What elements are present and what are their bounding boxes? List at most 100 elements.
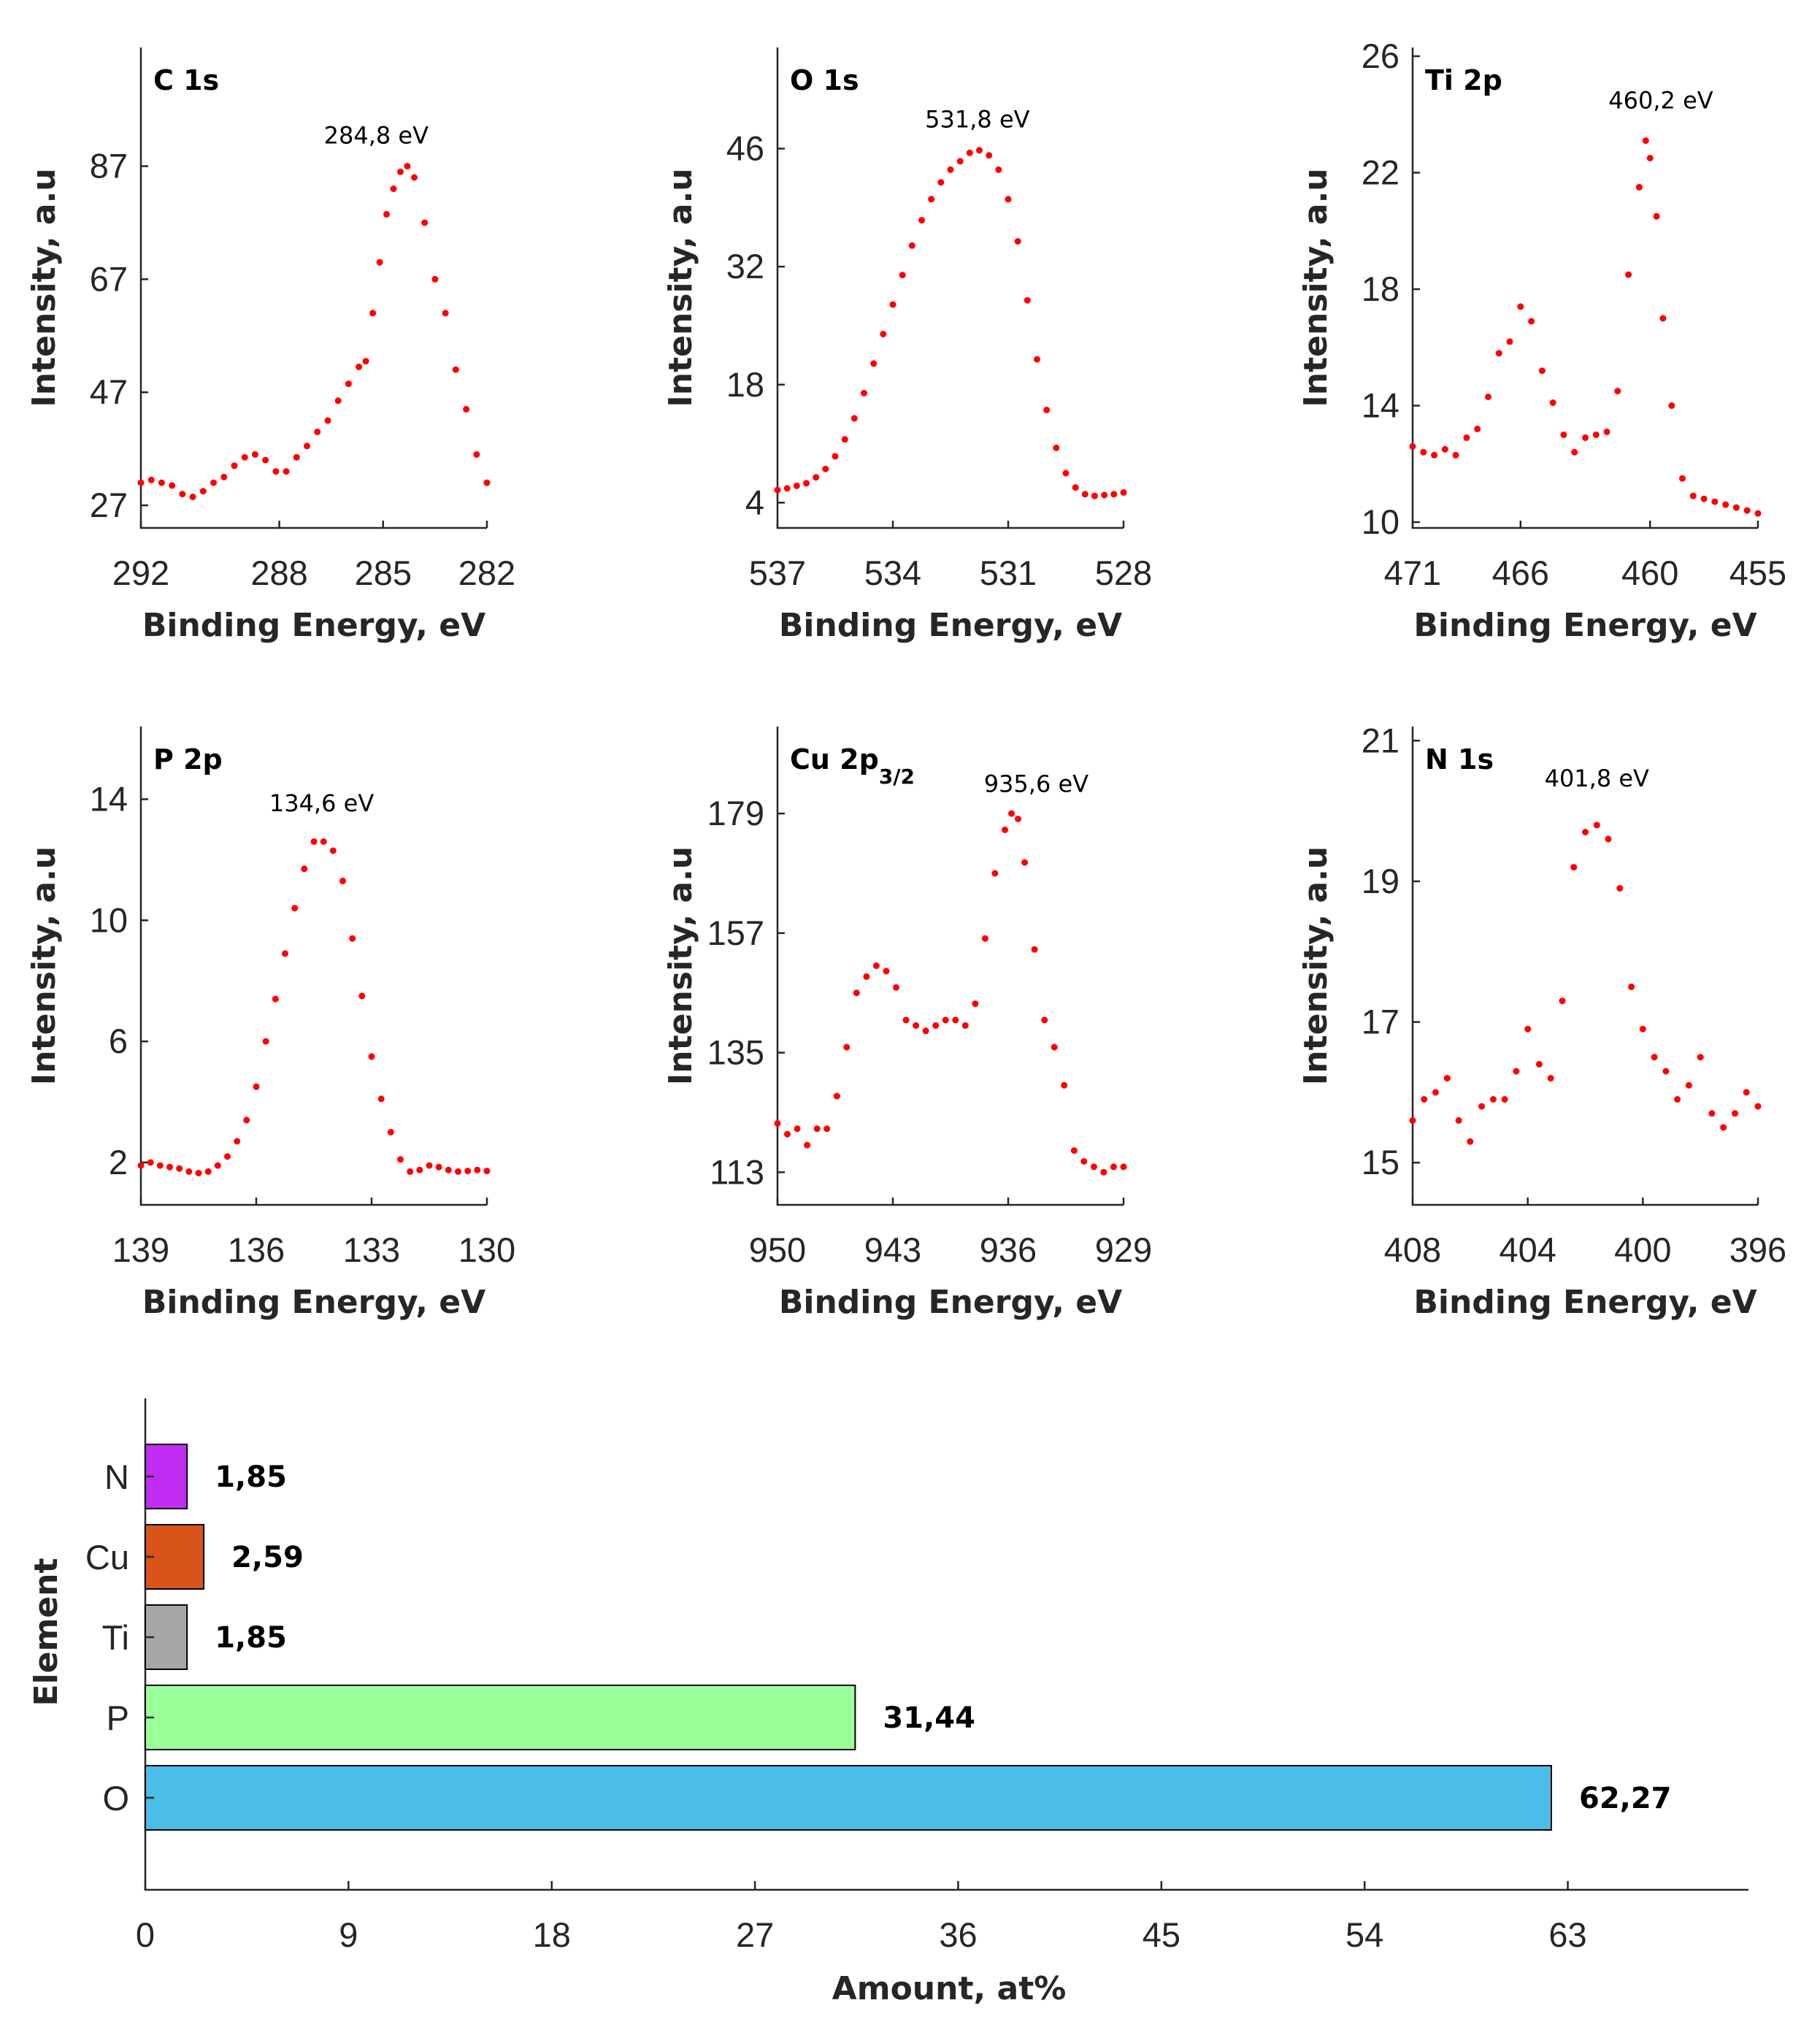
data-point <box>793 482 800 489</box>
x-tick-label: 288 <box>250 554 307 592</box>
data-markers <box>774 147 1127 499</box>
data-point <box>1708 1110 1716 1117</box>
data-point <box>1062 470 1070 477</box>
data-point <box>185 1168 193 1175</box>
data-point <box>1110 1163 1117 1171</box>
data-point <box>1570 864 1578 871</box>
data-point <box>169 482 176 489</box>
data-point <box>870 360 878 367</box>
data-point <box>445 1166 452 1173</box>
panel-title-subscript: 3/2 <box>879 765 915 789</box>
panel-title-main: N 1s <box>1425 743 1494 775</box>
data-point <box>1524 1025 1532 1033</box>
data-point <box>397 168 404 175</box>
y-tick-label: 179 <box>707 794 764 832</box>
x-tick-label: 54 <box>1345 1915 1383 1954</box>
data-point <box>304 443 310 450</box>
data-point <box>291 905 299 912</box>
x-tick-label: 404 <box>1499 1230 1556 1269</box>
data-point <box>902 1016 910 1024</box>
y-tick-label: 113 <box>710 1152 764 1191</box>
y-tick-label: 135 <box>707 1033 764 1072</box>
data-point <box>137 479 145 486</box>
peak-label: 401,8 eV <box>1545 765 1649 792</box>
data-point <box>783 485 791 492</box>
data-point <box>301 865 308 873</box>
x-tick-label: 528 <box>1095 554 1152 592</box>
x-tick-label: 936 <box>980 1230 1037 1269</box>
data-point <box>1478 1103 1486 1110</box>
panels: 292 288 285 282 27 47 67 87 Binding Energy, eV In… <box>26 37 1786 2007</box>
x-axis-title: Binding Energy, eV <box>779 607 1122 644</box>
data-point <box>339 877 346 884</box>
x-tick-label: 36 <box>939 1915 977 1954</box>
bar-value-label: 1,85 <box>215 1621 287 1655</box>
bar-o <box>145 1765 1552 1831</box>
data-point <box>293 453 300 461</box>
data-point <box>1625 271 1632 278</box>
data-point <box>1616 885 1624 892</box>
data-point <box>455 1168 461 1175</box>
data-point <box>147 1159 154 1166</box>
xps-panel-p-2p: 139 136 133 130 2 6 10 14 Binding Energy, eV Inte… <box>26 727 515 1321</box>
peak-label: 284,8 eV <box>324 122 429 150</box>
data-point <box>158 479 165 486</box>
data-markers <box>137 838 491 1176</box>
data-point <box>1008 810 1015 817</box>
data-point <box>1547 1075 1554 1082</box>
data-point <box>383 210 390 218</box>
data-point <box>794 1125 801 1133</box>
element-amount-bar-chart: N 1,85 Cu 2,59 Ti 1,85 P 31,44 O 62,27 0 9 18 27 36 45 5… <box>28 1398 1748 2007</box>
data-point <box>1421 1096 1428 1103</box>
data-point <box>1485 394 1491 400</box>
data-markers <box>1409 821 1762 1145</box>
panel-title-main: O 1s <box>790 64 859 96</box>
x-tick-label: 466 <box>1492 554 1549 592</box>
data-point <box>324 417 331 424</box>
data-point <box>442 310 449 317</box>
panel-title-main: Cu 2p <box>790 743 879 775</box>
y-axis-title: Intensity, a.u <box>1297 846 1335 1085</box>
x-axis-title: Binding Energy, eV <box>142 607 485 644</box>
data-point <box>918 217 925 224</box>
data-point <box>1005 196 1012 203</box>
data-point <box>224 1153 231 1160</box>
data-point <box>243 1116 250 1124</box>
xps-panel-c-1s: 292 288 285 282 27 47 67 87 Binding Energy, eV In… <box>26 47 515 644</box>
data-point <box>1452 451 1459 459</box>
x-tick-label: 455 <box>1729 554 1786 592</box>
y-tick-label: 6 <box>109 1022 128 1060</box>
data-point <box>368 1053 375 1060</box>
data-point <box>377 1095 385 1103</box>
data-point <box>961 1022 969 1029</box>
data-point <box>483 1168 491 1175</box>
x-tick-label: 396 <box>1729 1230 1786 1269</box>
data-point <box>1051 1043 1058 1051</box>
data-point <box>262 456 269 464</box>
data-point <box>483 479 491 486</box>
data-point <box>1409 443 1416 450</box>
data-point <box>991 870 999 877</box>
data-point <box>774 486 781 494</box>
data-point <box>822 465 829 472</box>
data-point <box>156 1162 164 1169</box>
data-point <box>1711 498 1719 505</box>
y-tick-label: 14 <box>1362 386 1399 425</box>
x-tick-label: 950 <box>749 1230 806 1269</box>
data-point <box>376 258 383 266</box>
data-point <box>1635 183 1643 191</box>
data-point <box>1501 1096 1508 1103</box>
data-point <box>853 989 860 997</box>
data-point <box>358 992 366 1000</box>
x-tick-label: 292 <box>112 554 169 592</box>
data-point <box>1646 155 1654 161</box>
data-point <box>137 1162 145 1169</box>
data-point <box>956 158 964 165</box>
y-tick-label: 21 <box>1362 721 1399 759</box>
bar-value-label: 31,44 <box>883 1701 975 1735</box>
bar-cu <box>145 1524 205 1590</box>
data-point <box>1593 821 1600 829</box>
data-point <box>452 366 459 373</box>
data-point <box>407 1168 414 1175</box>
data-point <box>1091 492 1098 499</box>
